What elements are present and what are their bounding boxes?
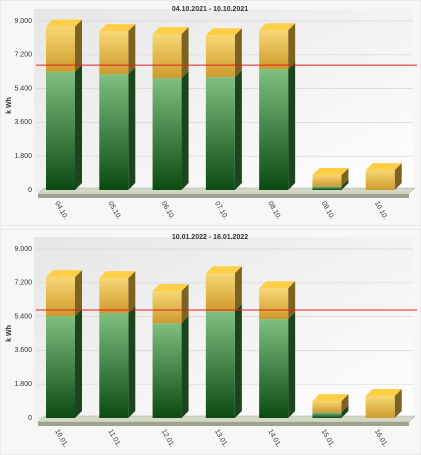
- bar-side: [75, 270, 82, 317]
- bar-segment: [312, 401, 342, 413]
- bar-segment: [152, 78, 182, 190]
- bar-segment: [152, 323, 182, 418]
- y-tick-label: 9.000: [14, 246, 32, 253]
- bar-side: [75, 19, 82, 72]
- bar-segment: [312, 174, 342, 187]
- bar-side: [128, 271, 136, 314]
- bar-side: [75, 309, 82, 418]
- bar-side: [341, 167, 349, 187]
- bar-segment: [312, 412, 342, 418]
- bar-side: [234, 70, 242, 190]
- bar-side: [181, 284, 189, 324]
- bar-side: [234, 266, 242, 312]
- bar-top: [259, 23, 296, 31]
- bar-side: [394, 163, 402, 190]
- bar-segment: [205, 273, 235, 312]
- bar-top: [99, 271, 136, 279]
- bar-segment: [46, 316, 75, 418]
- bar-side: [288, 23, 296, 70]
- bar-side: [181, 71, 189, 190]
- y-tick-label: 5.400: [14, 313, 32, 320]
- bar-segment: [259, 69, 289, 190]
- bar-segment: [205, 77, 235, 190]
- floor-edge: [38, 194, 409, 198]
- bar-side: [181, 27, 189, 79]
- bar-segment: [99, 313, 129, 418]
- bar-segment: [259, 30, 289, 70]
- bar-segment: [365, 396, 395, 418]
- bar-top: [46, 19, 82, 27]
- y-axis-label: k Wh: [6, 325, 13, 342]
- bar-side: [341, 179, 349, 190]
- bar-segment: [152, 291, 182, 324]
- y-axis-label: k Wh: [6, 97, 13, 114]
- y-tick-label: 7.200: [14, 280, 32, 287]
- bar-side: [288, 312, 296, 418]
- bar-side: [181, 316, 189, 418]
- bar-segment: [46, 26, 75, 72]
- y-tick-label: 0: [28, 415, 32, 422]
- bar-top: [259, 281, 296, 289]
- bar-top: [152, 284, 189, 292]
- bar-top: [312, 394, 349, 402]
- bar-segment: [46, 71, 75, 190]
- bar-top: [99, 24, 136, 32]
- bar-segment: [259, 288, 289, 320]
- bar-side: [341, 405, 349, 418]
- bar-top: [312, 167, 349, 175]
- bar-side: [128, 67, 136, 190]
- y-tick-label: 1.800: [14, 153, 32, 160]
- bar-segment: [99, 278, 129, 314]
- y-tick-label: 5.400: [14, 85, 32, 92]
- chart-title: 10.01.2022 - 16.01.2022: [172, 234, 248, 241]
- bar-segment: [99, 31, 129, 75]
- bar-segment: [205, 35, 235, 78]
- bar-segment: [365, 170, 395, 190]
- bar-segment: [99, 74, 129, 190]
- bar-top: [205, 266, 242, 274]
- bar-side: [288, 62, 296, 191]
- bar-side: [394, 389, 402, 418]
- y-tick-label: 0: [28, 187, 32, 194]
- bar-side: [128, 306, 136, 418]
- bar-segment: [259, 319, 289, 418]
- bar-side: [341, 394, 349, 413]
- chart-title: 04.10.2021 - 10.10.2021: [172, 6, 248, 13]
- bar-segment: [312, 186, 342, 190]
- bar-side: [75, 64, 82, 190]
- bar-segment: [205, 311, 235, 418]
- y-tick-label: 7.200: [14, 52, 32, 59]
- bar-top: [365, 163, 402, 171]
- bar-side: [234, 28, 242, 78]
- bar-top: [152, 27, 189, 35]
- bar-side: [234, 304, 242, 418]
- y-tick-label: 9.000: [14, 18, 32, 25]
- bar-top: [46, 270, 82, 278]
- y-tick-label: 3.600: [14, 347, 32, 354]
- bar-segment: [152, 34, 182, 79]
- bar-top: [205, 28, 242, 36]
- floor-edge: [38, 422, 409, 426]
- bar-top: [365, 389, 402, 397]
- y-tick-label: 3.600: [14, 119, 32, 126]
- y-tick-label: 1.800: [14, 381, 32, 388]
- bar-side: [128, 24, 136, 75]
